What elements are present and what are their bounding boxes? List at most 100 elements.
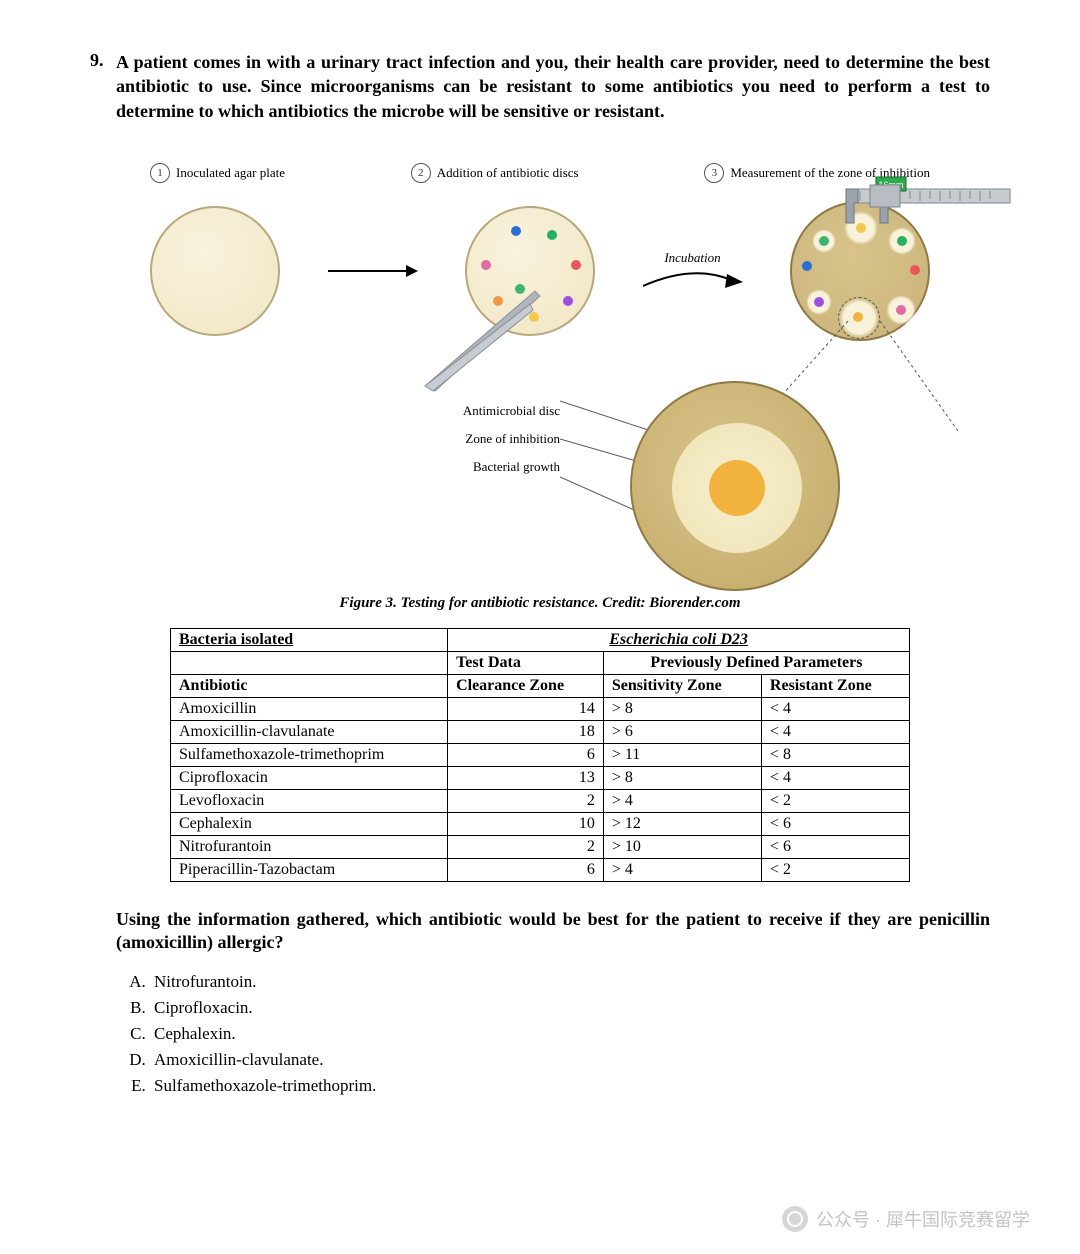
th-sensitivity: Sensitivity Zone: [603, 674, 761, 697]
table-row: Amoxicillin14> 8< 4: [171, 697, 910, 720]
cell-resistant: < 6: [761, 835, 909, 858]
table-row: Nitrofurantoin2> 10< 6: [171, 835, 910, 858]
cell-clearance: 6: [448, 743, 604, 766]
cell-antibiotic: Ciprofloxacin: [171, 766, 448, 789]
zoom-disc: [709, 460, 765, 516]
cell-antibiotic: Piperacillin-Tazobactam: [171, 858, 448, 881]
table-row: Bacteria isolated Escherichia coli D23: [171, 628, 910, 651]
cell-clearance: 6: [448, 858, 604, 881]
table-row: Levofloxacin2> 4< 2: [171, 789, 910, 812]
cell-clearance: 10: [448, 812, 604, 835]
cell-antibiotic: Nitrofurantoin: [171, 835, 448, 858]
disc-dot: [896, 305, 906, 315]
cell-antibiotic: Amoxicillin: [171, 697, 448, 720]
cell-resistant: < 4: [761, 766, 909, 789]
cell-clearance: 14: [448, 697, 604, 720]
th-clearance: Clearance Zone: [448, 674, 604, 697]
cell-clearance: 2: [448, 835, 604, 858]
disc-dot: [910, 265, 920, 275]
zoom-label-disc: Antimicrobial disc: [400, 403, 560, 419]
incubation-label: Incubation: [664, 250, 720, 266]
cell-sensitivity: > 4: [603, 789, 761, 812]
disc-dot: [511, 226, 521, 236]
answer-choices: Nitrofurantoin.Ciprofloxacin.Cephalexin.…: [150, 969, 990, 1099]
question-number: 9.: [90, 50, 116, 71]
arrow-2-wrap: Incubation: [643, 250, 743, 292]
table-row: Test Data Previously Defined Parameters: [171, 651, 910, 674]
step-2-label: 2 Addition of antibiotic discs: [411, 163, 579, 183]
cell-sensitivity: > 6: [603, 720, 761, 743]
zoom-label-zone: Zone of inhibition: [400, 431, 560, 447]
table-row: Antibiotic Clearance Zone Sensitivity Zo…: [171, 674, 910, 697]
answer-choice: Cephalexin.: [150, 1021, 990, 1047]
zoom-dish: [630, 381, 840, 591]
cell-sensitivity: > 8: [603, 766, 761, 789]
cell-clearance: 13: [448, 766, 604, 789]
cell-sensitivity: > 12: [603, 812, 761, 835]
th-antibiotic: Antibiotic: [171, 674, 448, 697]
step-3-circle: 3: [704, 163, 724, 183]
cell-sensitivity: > 8: [603, 697, 761, 720]
page: 9. A patient comes in with a urinary tra…: [0, 0, 1080, 1254]
th-resistant: Resistant Zone: [761, 674, 909, 697]
cell-resistant: < 4: [761, 720, 909, 743]
answer-choice: Ciprofloxacin.: [150, 995, 990, 1021]
cell-sensitivity: > 10: [603, 835, 761, 858]
step-1-label: 1 Inoculated agar plate: [150, 163, 285, 183]
dish-2-wrap: [465, 206, 595, 336]
step-2-circle: 2: [411, 163, 431, 183]
dish-3-wrap: 16mm: [790, 201, 930, 341]
th-prev: Previously Defined Parameters: [603, 651, 909, 674]
cell-antibiotic: Levofloxacin: [171, 789, 448, 812]
disc-dot: [802, 261, 812, 271]
disc-dot: [897, 236, 907, 246]
zoom-labels: Antimicrobial disc Zone of inhibition Ba…: [400, 391, 560, 487]
answer-choice: Amoxicillin-clavulanate.: [150, 1047, 990, 1073]
question-text: A patient comes in with a urinary tract …: [116, 50, 990, 123]
table-row: Ciprofloxacin13> 8< 4: [171, 766, 910, 789]
step-1-circle: 1: [150, 163, 170, 183]
wechat-icon: [782, 1206, 808, 1232]
disc-dot: [481, 260, 491, 270]
zoom-label-growth: Bacterial growth: [400, 459, 560, 475]
step-1-text: Inoculated agar plate: [176, 165, 285, 181]
answer-choice: Sulfamethoxazole-trimethoprim.: [150, 1073, 990, 1099]
cell-clearance: 2: [448, 789, 604, 812]
cell-sensitivity: > 11: [603, 743, 761, 766]
zoom-area: Antimicrobial disc Zone of inhibition Ba…: [150, 351, 930, 571]
table-row: Piperacillin-Tazobactam6> 4< 2: [171, 858, 910, 881]
cell-antibiotic: Sulfamethoxazole-trimethoprim: [171, 743, 448, 766]
watermark-text: 公众号 · 犀牛国际竞赛留学: [816, 1206, 1030, 1232]
cell-antibiotic: Cephalexin: [171, 812, 448, 835]
cell-resistant: < 6: [761, 812, 909, 835]
cell-antibiotic: Amoxicillin-clavulanate: [171, 720, 448, 743]
table-row: Amoxicillin-clavulanate18> 6< 4: [171, 720, 910, 743]
arrow-2-icon: [643, 268, 743, 292]
disc-dot: [819, 236, 829, 246]
answer-choice: Nitrofurantoin.: [150, 969, 990, 995]
th-testdata: Test Data: [448, 651, 604, 674]
figure-caption: Figure 3. Testing for antibiotic resista…: [150, 595, 930, 612]
caliper-icon: 16mm: [810, 171, 1020, 231]
figure: 1 Inoculated agar plate 2 Addition of an…: [150, 163, 930, 612]
table-row: Sulfamethoxazole-trimethoprim6> 11< 8: [171, 743, 910, 766]
cell-resistant: < 8: [761, 743, 909, 766]
th-empty: [171, 651, 448, 674]
cell-resistant: < 2: [761, 789, 909, 812]
table-row: Cephalexin10> 12< 6: [171, 812, 910, 835]
followup-question: Using the information gathered, which an…: [116, 908, 990, 955]
cell-sensitivity: > 4: [603, 858, 761, 881]
th-species: Escherichia coli D23: [448, 628, 910, 651]
disc-dot: [571, 260, 581, 270]
disc-dot: [547, 230, 557, 240]
disc-dot: [814, 297, 824, 307]
cell-resistant: < 4: [761, 697, 909, 720]
figure-dishes-row: Incubation: [150, 201, 930, 341]
dish-1: [150, 206, 280, 336]
step-2-text: Addition of antibiotic discs: [437, 165, 579, 181]
cell-clearance: 18: [448, 720, 604, 743]
watermark: 公众号 · 犀牛国际竞赛留学: [782, 1206, 1030, 1232]
th-bacteria: Bacteria isolated: [171, 628, 448, 651]
question-block: 9. A patient comes in with a urinary tra…: [90, 50, 990, 123]
arrow-1-icon: [328, 261, 418, 281]
